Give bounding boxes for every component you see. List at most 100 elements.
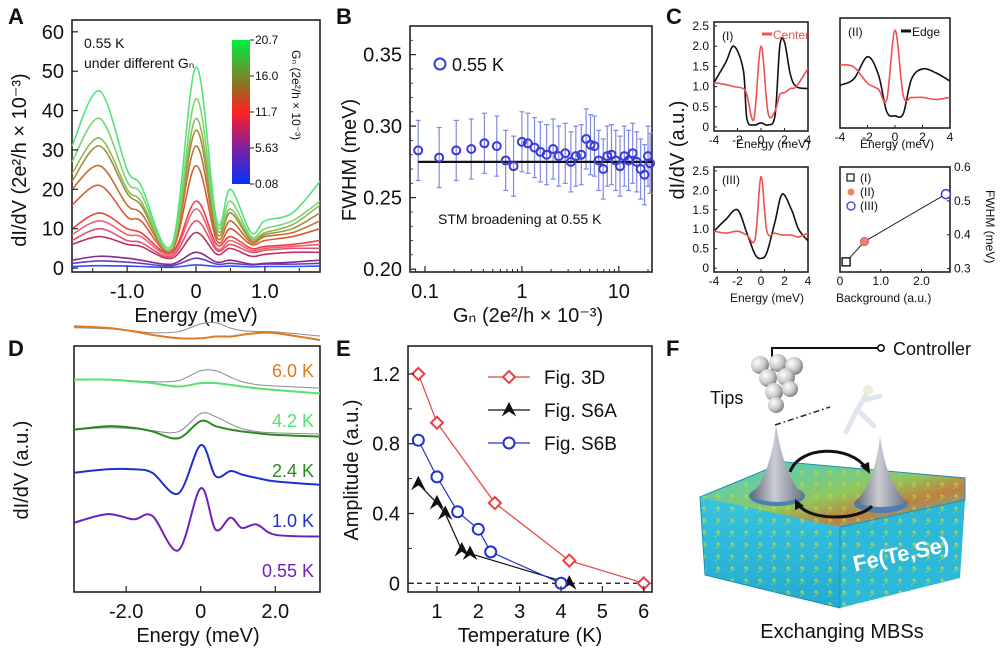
panel-c-series-line — [839, 55, 951, 118]
exchange-arrow-bottom — [796, 503, 874, 519]
panel-c-y-tick-label: 1.0 — [692, 80, 709, 94]
panel-c-x-tick-label: 2 — [781, 133, 788, 147]
panel-a-series-line — [71, 231, 321, 260]
panel-a-y-tick-label: 60 — [42, 22, 64, 44]
panel-c-ii-label: (II) — [848, 25, 863, 39]
panel-a-y-tick-label: 0 — [53, 258, 64, 280]
panel-e-y-tick-label: 0 — [389, 573, 400, 595]
panel-a-y-ticks: 0 10 20 30 40 50 60 — [42, 22, 78, 280]
panel-a-colorbar-tick-label: 11.7 — [255, 105, 278, 119]
panel-e-x-tick-label: 3 — [514, 601, 525, 623]
illustration-caption: Exchanging MBSs — [760, 621, 923, 643]
panel-e-frame — [407, 345, 653, 593]
exchange-arrow-top — [788, 449, 868, 473]
panel-d-temperature-label: 6.0 K — [272, 361, 314, 381]
panel-c-series-line — [713, 193, 809, 260]
panel-b-data-point — [479, 138, 490, 149]
panel-e-y-label: Amplitude (a.u.) — [341, 399, 363, 540]
panel-e-data-point — [487, 495, 503, 511]
panel-c-x-tick-label: -4 — [835, 130, 846, 144]
panel-e-legend-marker — [501, 401, 517, 417]
panel-d-y-label: dI/dV (a.u.) — [11, 421, 33, 520]
panel-c-iv-legend-marker-i — [846, 173, 855, 182]
panel-b-data-point — [522, 138, 533, 149]
panel-b-y-ticks: 0.20 0.25 0.30 0.35 — [363, 39, 416, 281]
panel-a-x-ticks: -1.0 0 1.0 — [92, 266, 300, 303]
panel-b-data-point — [500, 155, 511, 166]
walking-figure-icon — [843, 385, 883, 435]
panel-d-temperature-labels: 0.55 K 1.0 K 2.4 K 4.2 K 6.0 K — [262, 361, 314, 581]
panel-a-y-tick-label: 40 — [42, 101, 64, 123]
panel-c-x-tick-label: -2 — [732, 274, 743, 288]
panel-c-y-tick-label: 0 — [702, 120, 709, 134]
panel-c-iii-x-label: Energy (meV) — [730, 291, 804, 305]
panel-a-series-line — [71, 257, 321, 267]
panel-c-iv-y-tick-label: 0.3 — [954, 262, 971, 276]
panel-d-temperature-label: 4.2 K — [272, 411, 314, 431]
panel-d-series-line — [73, 419, 321, 440]
panel-c-x-tick-label: 4 — [805, 274, 812, 288]
panel-a-series-line — [71, 117, 321, 252]
panel-c-iv-x-tick-label: 1.0 — [872, 274, 889, 288]
panel-e-data-point — [451, 505, 465, 519]
panel-a-colorbar-tick-label: 20.7 — [255, 33, 279, 47]
mbs-cone-left — [749, 424, 805, 506]
panel-d-temperature-label: 2.4 K — [272, 461, 314, 481]
panel-e-data-point — [561, 553, 577, 569]
panel-b-data-point — [466, 144, 477, 154]
panel-b-chart: 0.1 1 10 0.20 0.25 0.30 0.35 0.55 K STM broad… — [339, 25, 656, 327]
panel-c-content: -4 -2 0 2 4 0 0.5 1.0 1.5 2.0 2.5 -4 -2 0 2 4 -4 -2 0 2 4 0 0.… — [692, 19, 971, 288]
panel-d-temperature-label: 1.0 K — [272, 511, 314, 531]
controller-label: Controller — [893, 339, 971, 359]
panel-c-x-tick-label: 0 — [892, 130, 899, 144]
panel-a-series-line — [71, 208, 321, 256]
panel-b-data-point — [565, 156, 576, 167]
panel-a-y-tick-label: 30 — [42, 140, 64, 162]
panel-b-data-point — [508, 161, 519, 172]
panel-c-iv-y-label: FWHM (meV) — [983, 190, 997, 263]
panel-c-iv-legend-label: (III) — [860, 199, 878, 213]
panel-c-y-tick-label: 0 — [702, 261, 709, 275]
panel-b-data-point — [434, 152, 445, 163]
panel-e-x-ticks: 1 2 3 4 5 6 — [431, 586, 649, 623]
panel-c-series-line — [713, 175, 809, 244]
panel-a-chart: -1.0 0 1.0 0 10 20 30 40 50 60 0.55 K under diff… — [9, 19, 321, 327]
panel-b-data-point — [589, 141, 600, 152]
panel-b-data-point — [576, 149, 587, 160]
controller-terminal-icon — [876, 343, 885, 352]
panel-c-iv-legend-marker-ii — [847, 188, 855, 196]
panel-e-legend-label: Fig. S6A — [544, 401, 617, 422]
panel-e-legend-marker — [502, 436, 516, 450]
panel-c-iv-point-i — [841, 257, 851, 267]
panel-c-y-tick-label: 2.5 — [692, 19, 709, 33]
tip-path-line — [774, 406, 831, 426]
panel-d-chart: 0.55 K 1.0 K 2.4 K 4.2 K 6.0 K -2.0 0 2.0 Ener… — [11, 321, 321, 647]
panel-c-x-tick-label: 0 — [758, 133, 765, 147]
panel-b-data-point — [645, 158, 656, 169]
panel-c-legend-center: Center — [773, 28, 809, 42]
exchange-arrow-top-head — [860, 462, 870, 474]
panel-b-y-tick-label: 0.35 — [363, 45, 402, 67]
panel-b-legend-label: 0.55 K — [452, 55, 504, 75]
panel-b-data-point — [560, 148, 571, 159]
panel-a-y-tick-label: 20 — [42, 179, 64, 201]
panel-c-y-tick-label: 0.5 — [692, 100, 709, 114]
panel-b-data-point — [631, 156, 642, 167]
panel-a-colorbar-tick-label: 16.0 — [255, 69, 279, 83]
panel-b-x-tick-label: 10 — [608, 281, 630, 303]
panel-c-x-tick-label: -2 — [862, 130, 873, 144]
panel-c-iv-legend-label: (I) — [860, 171, 871, 185]
panel-d-series-line — [73, 444, 321, 496]
panel-d-series-line — [73, 325, 321, 341]
panel-a-series-line — [71, 97, 321, 252]
panel-e-data-point — [454, 542, 470, 557]
panel-c-iv-legend-label: (II) — [860, 185, 875, 199]
panel-e-y-ticks: 0 0.4 0.8 1.2 — [372, 364, 414, 595]
panel-c-series-line — [839, 29, 951, 104]
panel-c-iv-x-tick-label: 0 — [837, 274, 844, 288]
panel-e-data-point — [471, 522, 485, 536]
panel-c-x-tick-label: 4 — [947, 130, 954, 144]
panel-e-y-tick-label: 0.4 — [372, 503, 400, 525]
panel-b-data-point — [413, 145, 424, 156]
panel-a-y-label: dI/dV (2e²/h × 10⁻³) — [9, 73, 31, 246]
